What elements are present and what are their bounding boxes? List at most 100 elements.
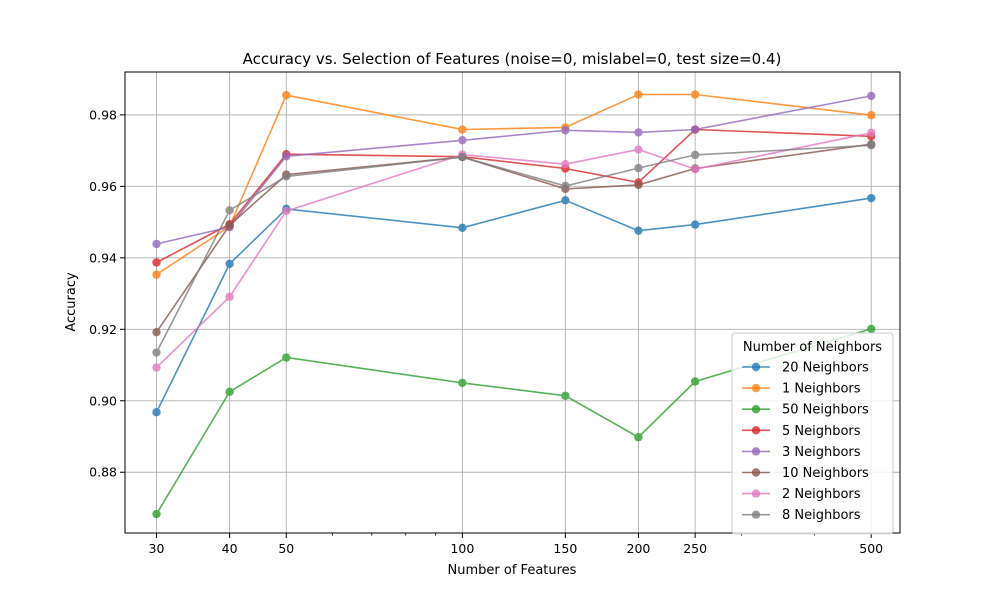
legend-label: 2 Neighbors [782, 487, 861, 502]
series-50-neighbors [152, 324, 876, 519]
y-axis-title: Accuracy [64, 272, 79, 332]
legend-marker [751, 426, 761, 435]
data-point [225, 387, 234, 397]
chart-title: Accuracy vs. Selection of Features (nois… [243, 50, 782, 68]
data-point [458, 378, 467, 388]
legend-item: 20 Neighbors [742, 361, 869, 376]
legend-item: 8 Neighbors [742, 508, 861, 523]
data-point [282, 152, 291, 161]
series-line [155, 132, 872, 369]
data-point [282, 353, 291, 362]
data-point [458, 136, 467, 145]
data-point [690, 165, 700, 174]
data-point [634, 163, 643, 173]
y-tick-label: 0.94 [89, 250, 117, 265]
legend-label: 8 Neighbors [782, 508, 861, 523]
axes: 30 40 50 100 150 200 250 500 0.88 0.90 0.92 0.94 0.9… [89, 107, 883, 556]
data-point [282, 206, 291, 216]
x-tick-label: 40 [222, 541, 238, 556]
data-point [458, 223, 467, 233]
data-point [225, 221, 234, 230]
data-point [634, 128, 643, 137]
series-line [156, 128, 872, 264]
data-point [152, 239, 161, 249]
data-point [152, 363, 161, 372]
series-line [155, 197, 872, 413]
data-point [458, 152, 467, 162]
data-point [867, 91, 876, 101]
x-tick-label: 200 [627, 541, 651, 556]
data-point [867, 193, 876, 203]
legend-item: 5 Neighbors [742, 424, 861, 439]
legend-label: 3 Neighbors [782, 445, 861, 460]
data-point [634, 90, 643, 99]
data-point [458, 125, 467, 134]
x-axis-title: Number of Features [448, 563, 577, 578]
legend-label: 10 Neighbors [782, 466, 869, 481]
legend-marker [751, 383, 761, 393]
series-line [155, 143, 872, 333]
series-3-neighbors [152, 91, 876, 249]
data-point [282, 172, 291, 181]
data-point [561, 160, 570, 169]
data-point [225, 206, 234, 215]
legend-marker [751, 362, 761, 372]
x-tick-label: 250 [683, 541, 707, 556]
data-point [634, 145, 643, 154]
legend-item: 50 Neighbors [742, 403, 869, 418]
data-point [867, 128, 876, 137]
legend-title: Number of Neighbors [743, 340, 882, 355]
data-point [225, 292, 234, 301]
y-tick-label: 0.88 [89, 465, 117, 480]
legend-item: 2 Neighbors [742, 487, 861, 502]
legend-item: 1 Neighbors [742, 382, 861, 397]
data-point [152, 509, 161, 519]
x-tick-label: 150 [553, 541, 577, 556]
data-point [152, 408, 161, 417]
data-point [690, 150, 700, 160]
series-8-neighbors [152, 141, 876, 357]
data-point [867, 324, 876, 334]
data-point [152, 258, 161, 267]
data-point [225, 259, 234, 269]
y-tick-label: 0.98 [89, 107, 117, 122]
legend-label: 20 Neighbors [782, 361, 869, 376]
legend-marker [751, 447, 761, 456]
data-point [152, 327, 161, 337]
x-tick-label: 50 [278, 541, 294, 556]
data-point [690, 377, 700, 386]
legend-marker [751, 405, 761, 414]
y-tick-label: 0.90 [89, 393, 117, 408]
data-point [690, 90, 700, 99]
data-point [634, 180, 643, 190]
data-point [634, 226, 643, 235]
data-point [561, 126, 570, 135]
legend: Number of Neighbors 20 Neighbors 1 Neighbo… [731, 332, 894, 535]
legend-item: 10 Neighbors [742, 466, 869, 481]
data-point [561, 181, 570, 191]
plot-frame [124, 71, 901, 534]
series-line [155, 144, 872, 353]
legend-marker [751, 489, 761, 498]
series-line [155, 328, 872, 515]
x-tick-label: 500 [859, 541, 883, 556]
y-tick-label: 0.92 [89, 322, 117, 337]
data-point [561, 196, 570, 205]
data-point [561, 391, 570, 400]
series-lines [152, 90, 876, 519]
legend-label: 1 Neighbors [782, 382, 861, 397]
legend-label: 5 Neighbors [782, 424, 861, 439]
data-point [634, 433, 643, 442]
x-tick-label: 100 [450, 541, 474, 556]
series-line [156, 95, 872, 245]
data-point [282, 91, 291, 100]
legend-box [731, 332, 894, 535]
series-2-neighbors [152, 128, 876, 372]
legend-marker [751, 468, 761, 477]
legend-marker [751, 510, 761, 519]
data-point [867, 141, 876, 150]
data-point [152, 348, 161, 357]
data-point [690, 220, 700, 229]
legend-item: 3 Neighbors [742, 445, 861, 460]
